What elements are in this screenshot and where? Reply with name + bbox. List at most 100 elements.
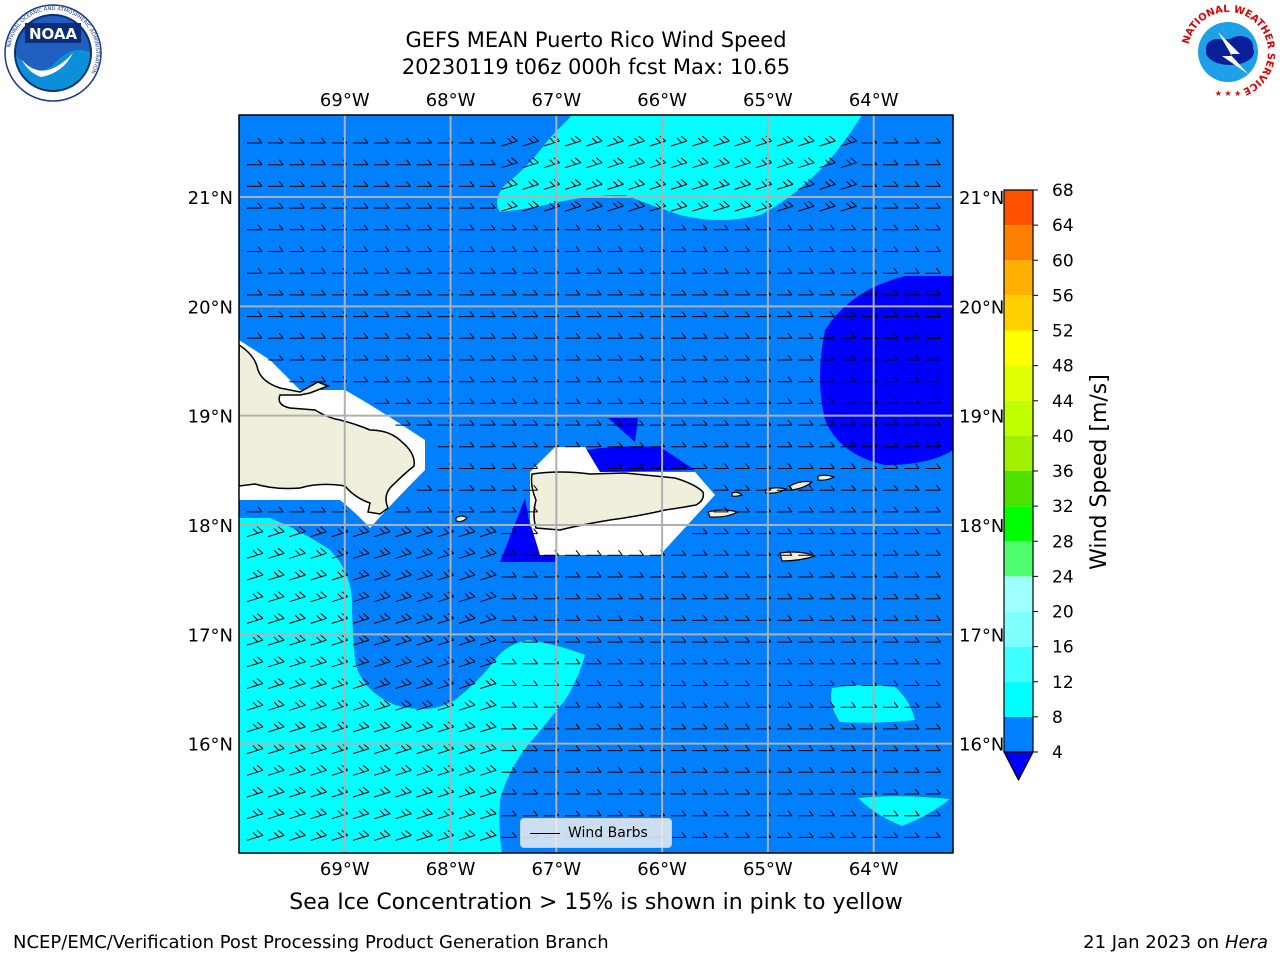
wind-barb-132	[247, 224, 263, 231]
noaa-logo-icon: NOAA NATIONAL OCEANIC AND ATMOSPHERIC AD…	[3, 3, 103, 107]
wind-barb-702	[522, 636, 538, 643]
wind-barb-683	[819, 615, 835, 621]
wind-barb-458	[692, 441, 708, 448]
wind-barb-842	[692, 723, 708, 730]
wind-barb-215	[607, 267, 623, 274]
wind-barb-481	[734, 463, 750, 469]
wind-barb-534	[310, 526, 327, 538]
wind-barb-557	[246, 547, 264, 559]
wind-barb-459	[713, 441, 729, 448]
wind-barb-182	[607, 246, 623, 252]
lat-label-left-2: 19°N	[188, 407, 233, 428]
wind-barb-352	[734, 354, 750, 361]
wind-barb-964	[480, 808, 497, 820]
wind-barb-588	[904, 549, 920, 556]
wind-barb-712	[734, 636, 750, 643]
colorbar-bin-10	[1004, 365, 1033, 401]
wind-barb-805	[607, 701, 623, 708]
wind-barb-117	[628, 200, 645, 212]
lat-label-right-4: 17°N	[959, 625, 1004, 646]
wind-barb-699	[458, 634, 476, 646]
lat-label-right-5: 16°N	[959, 735, 1004, 756]
wind-barb-837	[586, 723, 602, 730]
wind-barb-600	[458, 569, 476, 581]
wind-barb-231	[247, 289, 263, 296]
wind-barb-55	[713, 157, 730, 169]
wind-barb-77	[480, 181, 496, 187]
wind-barb-560	[310, 547, 327, 559]
wind-barb-734	[501, 658, 517, 665]
wind-barb-690	[268, 634, 285, 646]
wind-barb-979	[798, 810, 814, 817]
wind-barb-748	[798, 658, 814, 665]
wind-barb-877	[734, 745, 750, 752]
wind-barb-766	[480, 678, 497, 689]
wind-barb-926	[374, 786, 391, 798]
wind-barb-947	[819, 788, 835, 795]
wind-barb-198	[247, 267, 263, 274]
wind-barb-530	[925, 506, 941, 513]
wind-barb-317	[671, 332, 687, 339]
wind-barb-975	[713, 810, 729, 817]
wind-barb-414	[819, 398, 835, 404]
wind-barb-383	[734, 376, 750, 383]
wind-barb-597	[395, 569, 412, 581]
lat-label-left-5: 16°N	[188, 735, 233, 756]
wind-barb-334	[353, 354, 369, 361]
wind-barb-804	[586, 701, 602, 708]
wind-barb-131	[925, 202, 941, 209]
wind-barb-213	[565, 267, 581, 274]
wind-barb-801	[522, 701, 538, 708]
wind-barb-887	[246, 764, 264, 776]
wind-barb-264	[247, 311, 263, 318]
wind-barb-668	[501, 615, 517, 621]
wind-barb-78	[501, 179, 518, 190]
wind-barb-501	[798, 484, 814, 491]
wind-barb-899	[501, 766, 517, 773]
wind-barb-394	[395, 398, 411, 404]
wind-barb-946	[798, 788, 814, 795]
wind-barb-241	[459, 289, 475, 296]
wind-barb-318	[692, 332, 708, 339]
wind-barb-954	[268, 808, 285, 820]
wind-barb-237	[374, 289, 390, 296]
wind-barb-121	[713, 200, 730, 212]
wind-barb-197	[925, 246, 941, 252]
wind-barb-114	[564, 200, 582, 212]
wind-barb-148	[586, 224, 602, 231]
colorbar-tick-label-14: 12	[1052, 673, 1074, 693]
wind-barb-263	[925, 289, 941, 296]
wind-barb-41	[416, 159, 432, 166]
wind-barb-439	[798, 419, 814, 426]
wind-barb-303	[374, 332, 390, 339]
wind-barb-302	[353, 332, 369, 339]
wind-barb-662	[374, 613, 391, 624]
wind-barb-385	[777, 376, 793, 383]
wind-barb-486	[840, 463, 856, 469]
wind-barb-880	[798, 745, 814, 752]
wind-barb-707	[628, 636, 644, 643]
wind-barb-988	[289, 830, 306, 841]
wind-barb-570	[522, 549, 538, 556]
wind-barb-386	[798, 376, 814, 383]
wind-barb-753	[904, 658, 920, 665]
wind-barb-8	[416, 137, 432, 144]
wind-barb-160	[840, 224, 856, 231]
wind-barb-866	[501, 745, 517, 752]
wind-barb-902	[565, 766, 581, 773]
wind-barb-767	[501, 680, 517, 686]
wind-barb-682	[798, 615, 814, 621]
wind-barb-239	[416, 289, 432, 296]
wind-barb-104	[353, 202, 369, 209]
wind-barb-663	[395, 613, 412, 624]
wind-barb-538	[395, 526, 412, 538]
colorbar-bin-7	[1004, 471, 1033, 507]
wind-region-under-4-east	[820, 276, 953, 465]
wind-barb-46	[522, 157, 539, 169]
wind-barb-294	[883, 311, 899, 318]
wind-barb-375	[565, 376, 581, 383]
footer-machine: Hera	[1224, 932, 1268, 953]
wind-barb-709	[671, 636, 687, 643]
wind-barb-927	[395, 786, 412, 798]
wind-barb-400	[522, 398, 538, 404]
